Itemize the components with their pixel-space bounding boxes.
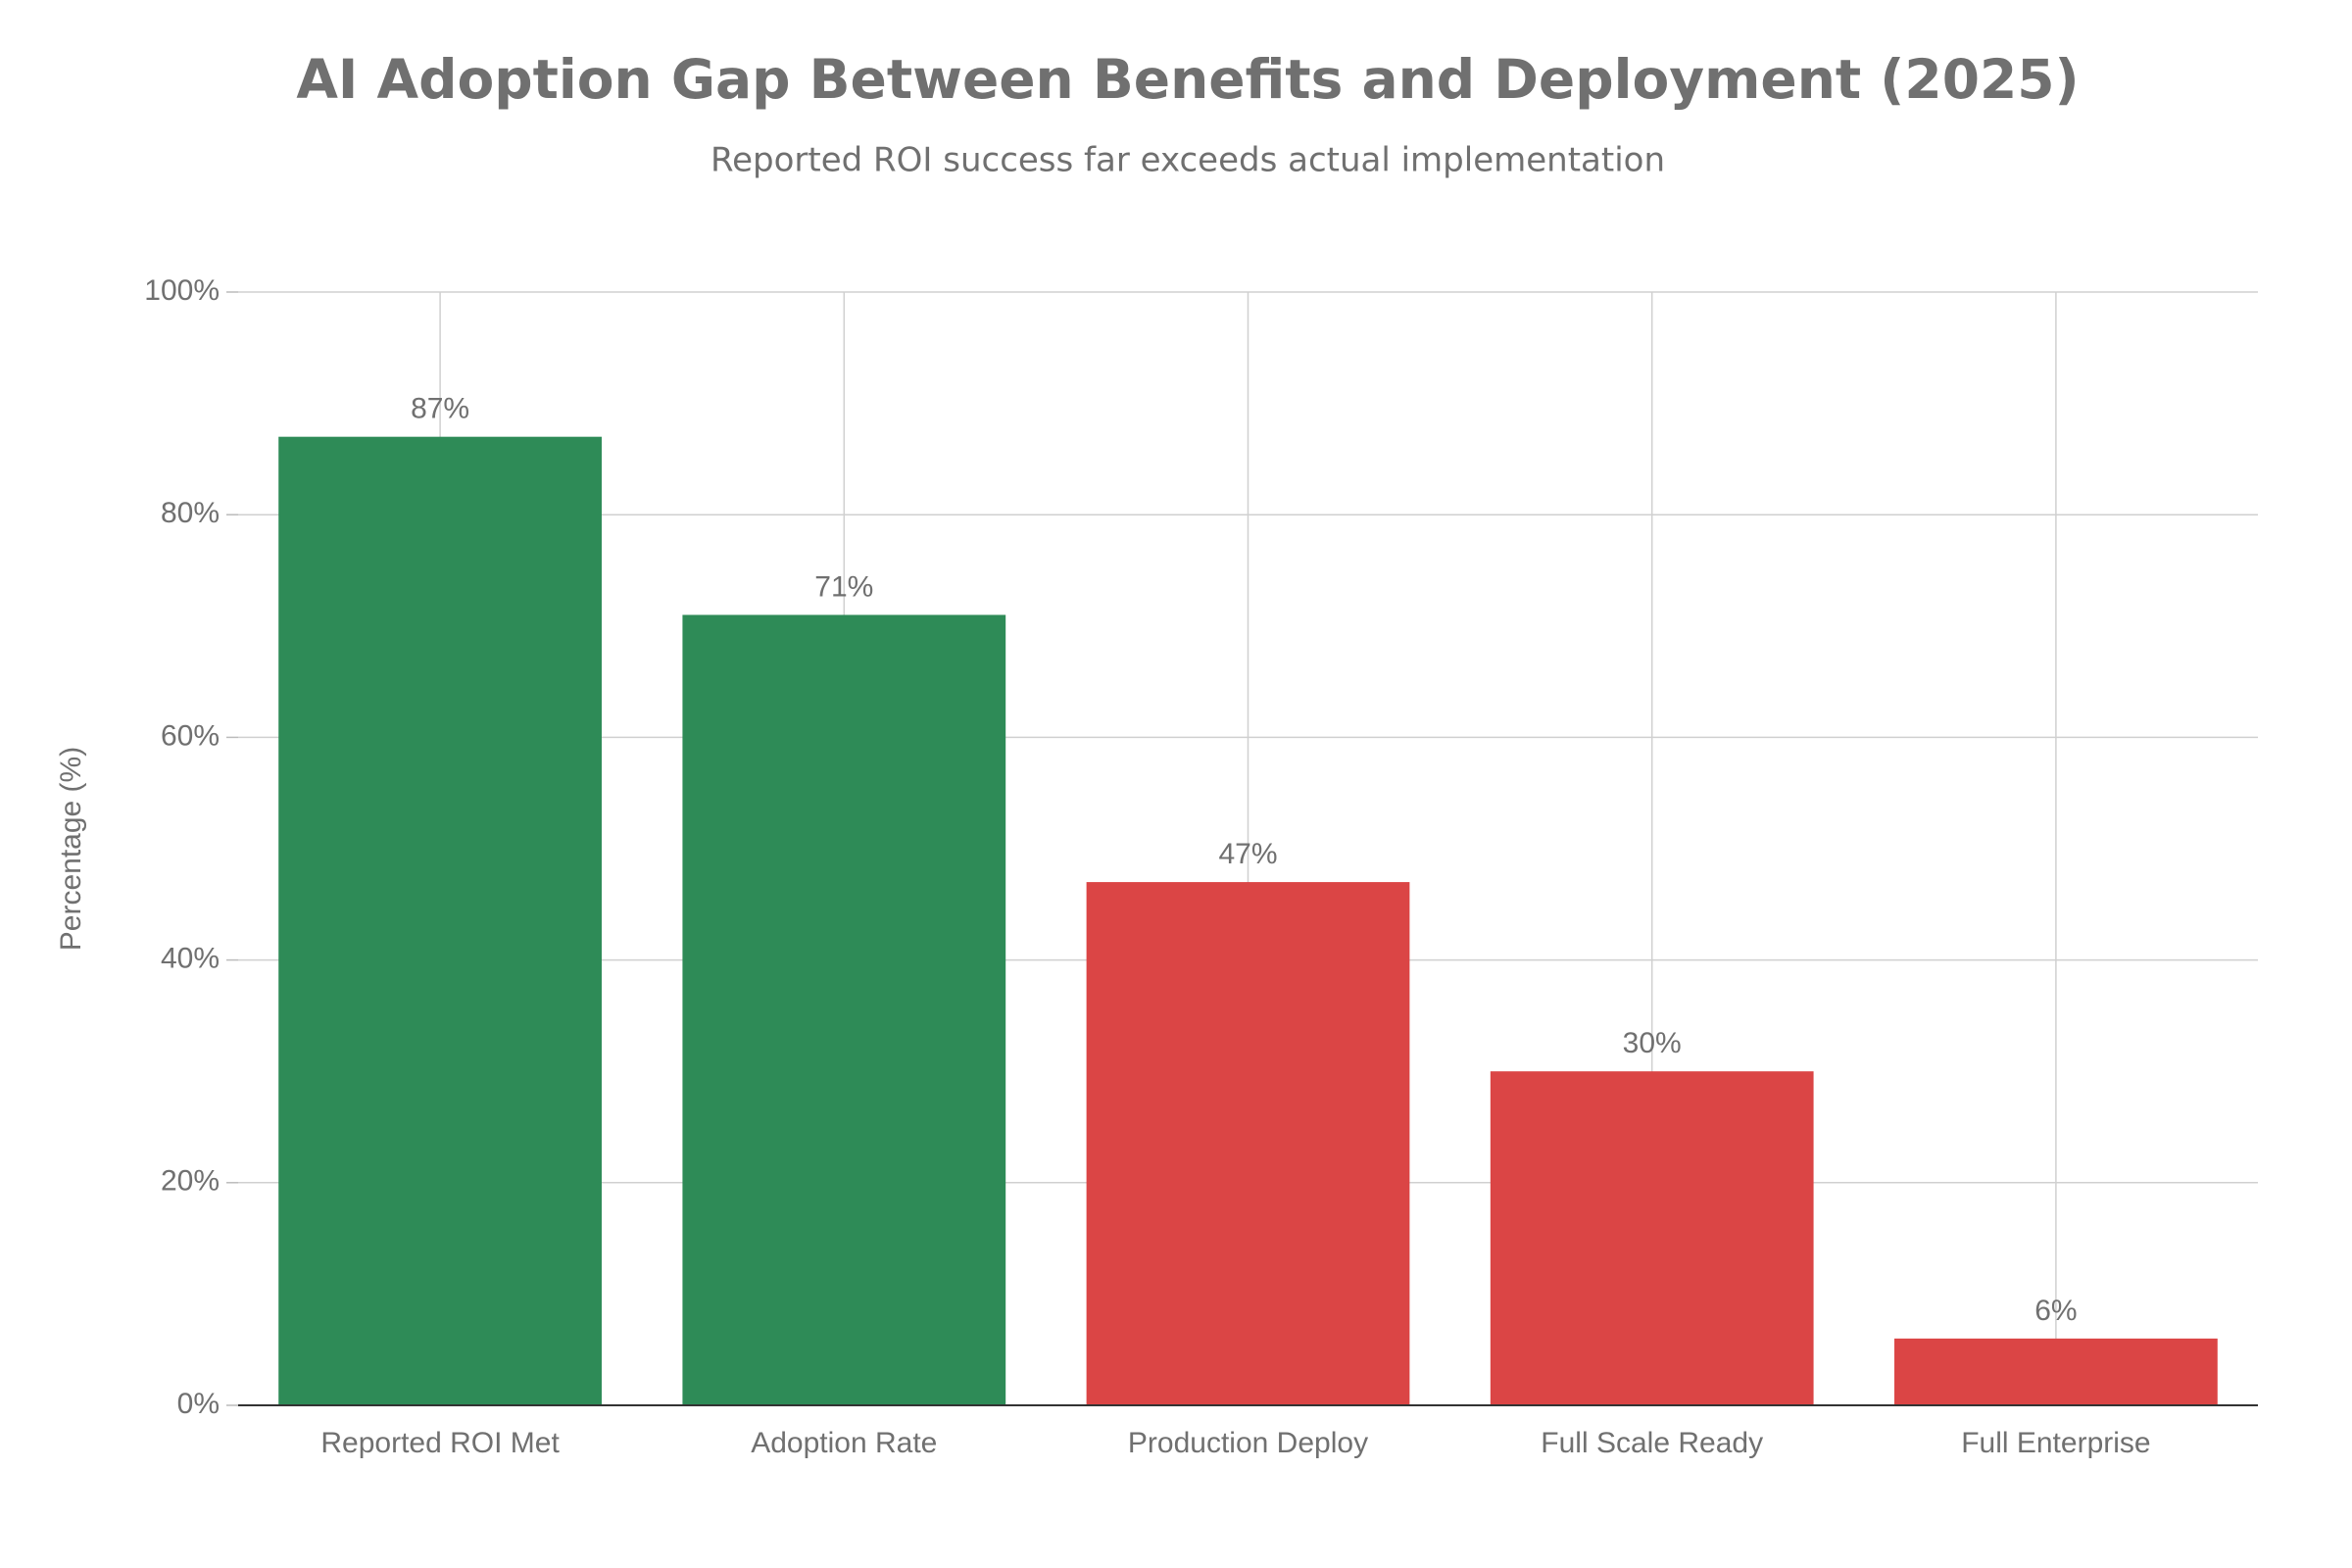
value-label: 30%: [1623, 1027, 1682, 1059]
bar: [1894, 1338, 2218, 1405]
bar: [682, 614, 1006, 1405]
y-axis-label: Percentage (%): [55, 747, 87, 951]
x-tick-label: Full Enterprise: [1961, 1427, 2150, 1459]
value-label: 6%: [2034, 1295, 2077, 1327]
x-tick-label: Production Deploy: [1128, 1427, 1368, 1459]
y-tick-label: 80%: [161, 497, 220, 529]
y-tick-label: 40%: [161, 943, 220, 975]
chart-title: AI Adoption Gap Between Benefits and Dep…: [296, 48, 2079, 111]
x-tick-label: Reported ROI Met: [320, 1427, 560, 1459]
value-label: 47%: [1218, 838, 1277, 870]
chart-subtitle: Reported ROI success far exceeds actual …: [710, 141, 1665, 180]
y-tick-label: 60%: [161, 719, 220, 752]
x-tick-label: Adoption Rate: [751, 1427, 937, 1459]
y-tick-label: 0%: [177, 1388, 220, 1420]
bar: [1086, 882, 1410, 1405]
bar: [1490, 1071, 1814, 1405]
value-label: 71%: [814, 570, 873, 603]
y-tick-label: 20%: [161, 1165, 220, 1198]
value-label: 87%: [411, 393, 469, 425]
y-tick-label: 100%: [144, 274, 220, 307]
x-tick-label: Full Scale Ready: [1541, 1427, 1763, 1459]
bar: [278, 436, 602, 1405]
